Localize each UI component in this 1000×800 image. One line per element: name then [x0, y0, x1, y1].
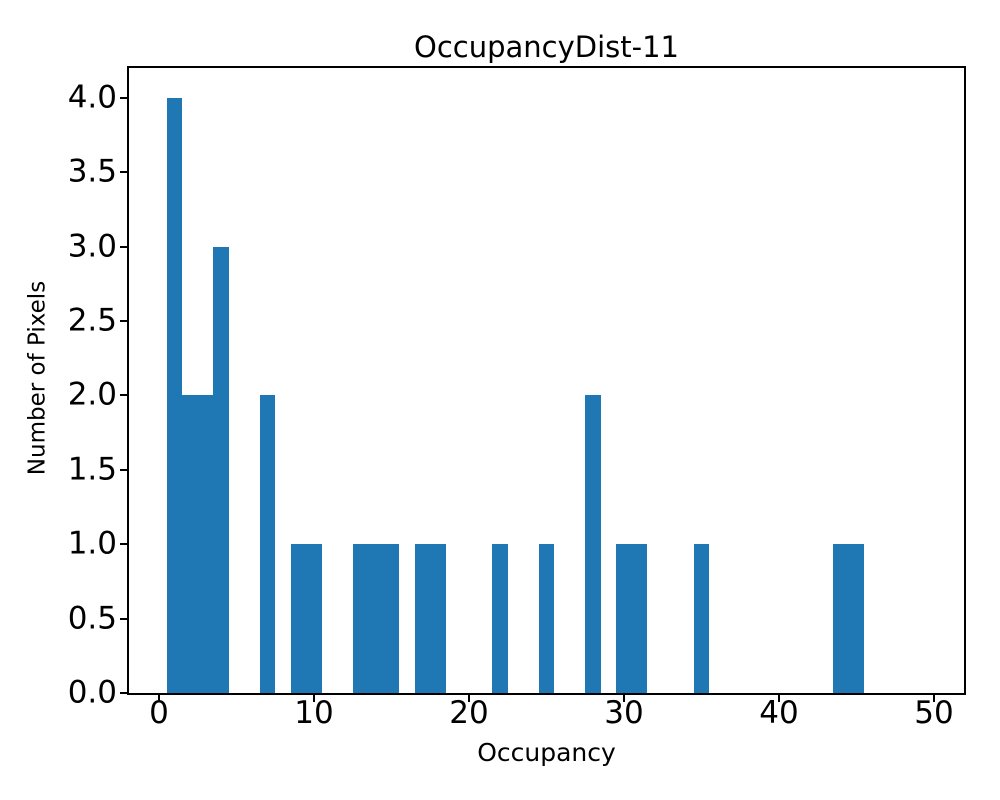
histogram-bar [198, 395, 213, 693]
histogram-bar [492, 544, 508, 693]
y-tick-label: 3.0 [67, 228, 117, 265]
histogram-bar [849, 544, 864, 693]
histogram-bar [694, 544, 709, 693]
histogram-bar [833, 544, 849, 693]
x-tick-label: 30 [604, 695, 644, 731]
plot-area [127, 66, 966, 695]
histogram-bar [213, 247, 229, 693]
y-tick-mark [120, 171, 127, 173]
x-tick-label: 10 [294, 695, 334, 731]
x-tick-label: 20 [449, 695, 489, 731]
x-tick-mark [933, 695, 935, 702]
y-tick-label: 3.5 [67, 153, 117, 190]
y-tick-mark [120, 246, 127, 248]
y-tick-label: 2.0 [67, 376, 117, 413]
y-tick-mark [120, 394, 127, 396]
y-tick-label: 4.0 [67, 79, 117, 116]
y-tick-label: 1.0 [67, 525, 117, 562]
y-tick-mark [120, 543, 127, 545]
histogram-bar [384, 544, 399, 693]
histogram-bar [291, 544, 306, 693]
x-tick-mark [778, 695, 780, 702]
y-tick-label: 0.0 [67, 674, 117, 711]
x-tick-mark [313, 695, 315, 702]
x-tick-mark [468, 695, 470, 702]
histogram-bar [616, 544, 632, 693]
y-tick-mark [120, 469, 127, 471]
histogram-bar [632, 544, 647, 693]
y-tick-mark [120, 320, 127, 322]
histogram-bar [260, 395, 275, 693]
histogram-bar [539, 544, 554, 693]
y-tick-mark [120, 692, 127, 694]
histogram-bar [353, 544, 368, 693]
histogram-bar [430, 544, 446, 693]
histogram-bar [415, 544, 430, 693]
histogram-bar [585, 395, 601, 693]
histogram-bar [306, 544, 322, 693]
chart-title: OccupancyDist-11 [414, 30, 679, 64]
y-tick-mark [120, 97, 127, 99]
x-tick-label: 0 [149, 695, 169, 731]
histogram-bar [182, 395, 198, 693]
x-tick-mark [623, 695, 625, 702]
y-tick-label: 0.5 [67, 600, 117, 637]
histogram-bar [368, 544, 384, 693]
x-tick-label: 50 [914, 695, 954, 731]
x-axis-label: Occupancy [477, 738, 616, 767]
y-tick-label: 2.5 [67, 302, 117, 339]
y-tick-label: 1.5 [67, 451, 117, 488]
x-tick-mark [158, 695, 160, 702]
x-tick-label: 40 [759, 695, 799, 731]
y-axis-label: Number of Pixels [24, 280, 51, 476]
y-tick-mark [120, 618, 127, 620]
histogram-bar [167, 98, 182, 693]
